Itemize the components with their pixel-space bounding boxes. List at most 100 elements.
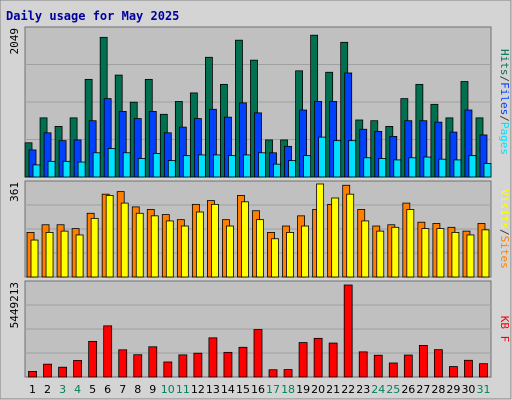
bar-kb-f-day-28 <box>433 349 443 378</box>
bar-pages-day-26 <box>408 157 417 178</box>
bar-pages-day-10 <box>167 160 176 178</box>
bar-pages-day-6 <box>107 148 116 178</box>
day-label-18: 18 <box>281 383 295 396</box>
y-max-label: 361 <box>8 182 21 202</box>
bar-files-day-1 <box>28 149 37 178</box>
bar-files-day-4 <box>73 139 82 178</box>
bar-visits-day-1 <box>30 239 39 278</box>
bar-visits-day-13 <box>211 203 219 278</box>
chart-panels: 2049 Hits/Files/Pages 361 Visits/Sites 54492… <box>8 26 511 378</box>
bar-visits-day-18 <box>286 232 294 278</box>
bar-kb-f-day-22 <box>343 284 353 378</box>
bar-kb-f-day-2 <box>43 363 52 378</box>
day-label-21: 21 <box>326 383 340 396</box>
day-label-11: 11 <box>176 383 190 396</box>
legend-entry: Hits <box>498 49 511 76</box>
bar-visits-day-20 <box>316 183 325 278</box>
bar-visits-day-17 <box>271 238 279 278</box>
bar-visits-day-28 <box>436 228 445 278</box>
bar-visits-day-5 <box>90 217 99 278</box>
day-label-7: 7 <box>119 383 126 396</box>
legend: Hits/Files/Pages <box>498 49 511 155</box>
bar-pages-day-16 <box>258 152 266 178</box>
bar-pages-day-2 <box>47 160 56 178</box>
day-label-20: 20 <box>311 383 325 396</box>
legend-entry: Pages <box>498 122 511 155</box>
day-label-25: 25 <box>386 383 400 396</box>
day-label-28: 28 <box>431 383 445 396</box>
bar-kb-f-day-16 <box>253 329 263 378</box>
bar-files-day-16 <box>254 112 262 178</box>
bar-visits-day-3 <box>60 230 69 278</box>
day-label-5: 5 <box>89 383 96 396</box>
legend-entry: / <box>498 76 511 83</box>
bar-files-day-2 <box>43 132 52 178</box>
legend-entry: Sites <box>498 236 511 269</box>
bar-pages-day-4 <box>77 161 86 178</box>
bar-files-day-31 <box>479 134 488 178</box>
bar-pages-day-17 <box>273 163 281 178</box>
bar-kb-f-day-8 <box>133 354 143 378</box>
bar-pages-day-24 <box>378 158 387 178</box>
bar-files-day-25 <box>389 135 398 178</box>
bar-pages-day-31 <box>483 163 492 178</box>
bar-kb-f-day-24 <box>373 354 383 378</box>
bar-pages-day-21 <box>333 140 342 178</box>
day-label-24: 24 <box>371 383 385 396</box>
bar-files-day-22 <box>344 72 353 178</box>
series-visits <box>30 183 490 278</box>
bar-visits-day-24 <box>376 230 385 278</box>
day-label-31: 31 <box>476 383 490 396</box>
bar-files-day-26 <box>404 120 413 178</box>
bar-kb-f-day-15 <box>238 346 248 378</box>
panel-kbytes: 5449213 KB F <box>8 280 511 378</box>
bar-pages-day-7 <box>122 152 131 178</box>
day-label-22: 22 <box>341 383 355 396</box>
bar-visits-day-19 <box>301 225 309 278</box>
bar-visits-day-11 <box>180 225 189 278</box>
bar-kb-f-day-19 <box>298 342 308 378</box>
bar-kb-f-day-7 <box>118 349 128 378</box>
bar-files-day-27 <box>419 120 428 178</box>
bar-visits-day-27 <box>421 228 430 278</box>
day-label-27: 27 <box>416 383 430 396</box>
bar-files-day-29 <box>449 131 458 178</box>
legend-entry: KB F <box>498 316 511 343</box>
bar-pages-day-29 <box>453 159 462 178</box>
bar-files-day-10 <box>163 132 172 178</box>
bar-files-day-21 <box>329 101 338 178</box>
bar-visits-day-2 <box>45 232 54 278</box>
bar-pages-day-3 <box>62 160 71 178</box>
bar-pages-day-13 <box>213 154 221 178</box>
bar-visits-day-14 <box>226 225 234 278</box>
bar-kb-f-day-20 <box>313 337 323 378</box>
day-label-10: 10 <box>161 383 175 396</box>
panel-hits-files-pages: 2049 Hits/Files/Pages <box>8 26 511 178</box>
legend-entry: / <box>498 115 511 122</box>
bar-files-day-6 <box>103 98 112 178</box>
bar-kb-f-day-21 <box>328 342 338 378</box>
bar-visits-day-25 <box>391 226 400 278</box>
series-pages <box>32 136 492 178</box>
bar-pages-day-22 <box>348 140 357 178</box>
bar-kb-f-day-4 <box>73 360 83 378</box>
day-label-17: 17 <box>266 383 280 396</box>
bar-visits-day-21 <box>331 197 340 278</box>
bar-kb-f-day-9 <box>148 346 158 378</box>
y-max-label: 2049 <box>8 28 21 55</box>
day-label-14: 14 <box>221 383 235 396</box>
bar-kb-f-day-6 <box>103 325 113 378</box>
day-label-13: 13 <box>206 383 220 396</box>
bar-files-day-9 <box>148 111 157 178</box>
day-label-1: 1 <box>29 383 36 396</box>
bar-pages-day-11 <box>182 155 191 178</box>
legend: Visits/Sites <box>498 189 511 269</box>
bar-visits-day-31 <box>481 229 490 278</box>
bar-files-day-7 <box>118 111 127 178</box>
day-label-16: 16 <box>251 383 265 396</box>
day-label-29: 29 <box>446 383 460 396</box>
bar-pages-day-23 <box>363 157 372 178</box>
bar-files-day-24 <box>374 130 383 178</box>
day-label-19: 19 <box>296 383 310 396</box>
bar-visits-day-23 <box>361 220 370 278</box>
